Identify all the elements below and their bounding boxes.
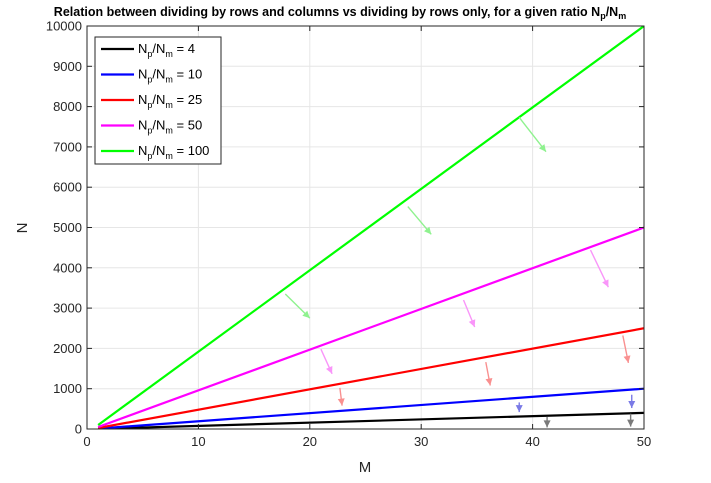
annotation-arrow [589, 249, 609, 288]
y-tick-label: 2000 [53, 341, 82, 356]
legend-slash: /N [152, 118, 165, 133]
y-tick-label: 9000 [53, 59, 82, 74]
legend-sub-p: p [147, 75, 152, 85]
arrow-head [628, 401, 636, 409]
annotation-arrows [284, 117, 636, 428]
x-tick-label: 50 [637, 434, 651, 449]
arrow-head [468, 319, 476, 328]
arrow-head [543, 420, 551, 428]
arrow-head [538, 144, 546, 152]
y-tick-label: 8000 [53, 99, 82, 114]
y-tick-label: 5000 [53, 220, 82, 235]
annotation-arrow [622, 335, 631, 364]
legend-value: = 100 [173, 143, 210, 158]
x-axis-label: M [359, 459, 372, 476]
arrow-head [623, 355, 631, 363]
y-tick-label: 7000 [53, 139, 82, 154]
x-tick-label: 0 [83, 434, 90, 449]
x-tick-label: 40 [525, 434, 539, 449]
annotation-arrow [627, 413, 635, 427]
arrow-head [485, 377, 493, 386]
series-line-50 [97, 226, 644, 429]
y-tick-label: 0 [75, 422, 82, 437]
legend-sub-p: p [147, 100, 152, 110]
legend-entry-25: Np/Nm = 25 [101, 92, 202, 110]
annotation-arrow [284, 293, 311, 319]
series-line-4 [98, 411, 644, 429]
legend-value: = 25 [173, 92, 202, 107]
legend-label: Np/Nm = 10 [138, 67, 202, 85]
legend-label: Np/Nm = 25 [138, 92, 202, 110]
arrow-head [602, 279, 609, 288]
legend-sub-p: p [147, 49, 152, 59]
legend-sub-m: m [165, 126, 173, 136]
legend-n: N [138, 92, 147, 107]
annotation-arrow [515, 402, 523, 413]
x-tick-label: 30 [414, 434, 428, 449]
legend-label: Np/Nm = 4 [138, 41, 195, 59]
legend-value: = 10 [173, 67, 202, 82]
series-line-100 [97, 26, 644, 426]
annotation-arrow [485, 361, 493, 386]
arrow-head [515, 405, 523, 413]
annotation-arrow [543, 416, 551, 428]
legend-n: N [138, 118, 147, 133]
legend-entry-4: Np/Nm = 4 [101, 41, 195, 59]
chart-title-mid: /N [606, 5, 619, 19]
arrow-shaft [518, 117, 547, 153]
legend-sub-m: m [165, 151, 173, 161]
arrow-head [302, 310, 310, 319]
y-tick-label: 4000 [53, 260, 82, 275]
chart-title-sub-p: p [600, 11, 606, 21]
legend-n: N [138, 41, 147, 56]
series-lines [97, 26, 644, 429]
annotation-arrow [407, 206, 432, 235]
legend-slash: /N [152, 41, 165, 56]
legend-entry-100: Np/Nm = 100 [101, 143, 209, 161]
series-line-25 [97, 327, 644, 429]
annotation-arrow [320, 348, 333, 375]
legend-sub-p: p [147, 151, 152, 161]
y-tick-label: 10000 [46, 19, 82, 34]
legend-sub-p: p [147, 126, 152, 136]
legend-slash: /N [152, 67, 165, 82]
legend-sub-m: m [165, 75, 173, 85]
legend-n: N [138, 143, 147, 158]
legend-entry-50: Np/Nm = 50 [101, 118, 202, 136]
y-tick-label: 6000 [53, 180, 82, 195]
series-line-10 [98, 387, 644, 429]
legend-n: N [138, 67, 147, 82]
arrow-head [627, 419, 635, 427]
legend-label: Np/Nm = 50 [138, 118, 202, 136]
arrow-head [424, 226, 432, 235]
annotation-arrow [628, 394, 636, 409]
y-tick-label: 1000 [53, 381, 82, 396]
x-tick-label: 10 [191, 434, 205, 449]
annotation-arrow [518, 117, 547, 153]
legend-value: = 50 [173, 118, 202, 133]
x-tick-label: 20 [303, 434, 317, 449]
legend-label: Np/Nm = 100 [138, 143, 209, 161]
annotation-arrow [462, 299, 476, 328]
legend-entry-10: Np/Nm = 10 [101, 67, 202, 85]
annotation-arrow [337, 387, 345, 406]
legend-sub-m: m [165, 100, 173, 110]
chart-title: Relation between dividing by rows and co… [54, 5, 626, 21]
y-axis-label: N [14, 223, 31, 234]
legend-slash: /N [152, 143, 165, 158]
y-tick-label: 3000 [53, 301, 82, 316]
axis-ticks: 0 10 20 30 40 50 0 1000 2000 3000 4000 5000 6000 7000… [46, 19, 651, 450]
chart-title-sub-m: m [618, 11, 626, 21]
legend-value: = 4 [173, 41, 195, 56]
chart-title-main: Relation between dividing by rows and co… [54, 5, 600, 19]
legend-slash: /N [152, 92, 165, 107]
legend-sub-m: m [165, 49, 173, 59]
arrow-head [326, 365, 333, 374]
arrow-head [337, 398, 345, 406]
